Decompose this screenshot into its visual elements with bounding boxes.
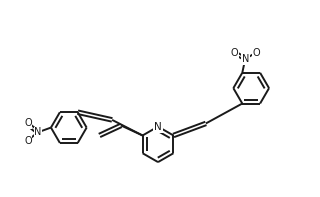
Text: O: O	[24, 118, 32, 128]
Text: O: O	[252, 48, 260, 58]
Text: O: O	[230, 48, 238, 58]
Text: N: N	[154, 122, 162, 132]
Text: O: O	[24, 136, 32, 146]
Text: N: N	[34, 127, 42, 137]
Text: N: N	[242, 54, 249, 64]
